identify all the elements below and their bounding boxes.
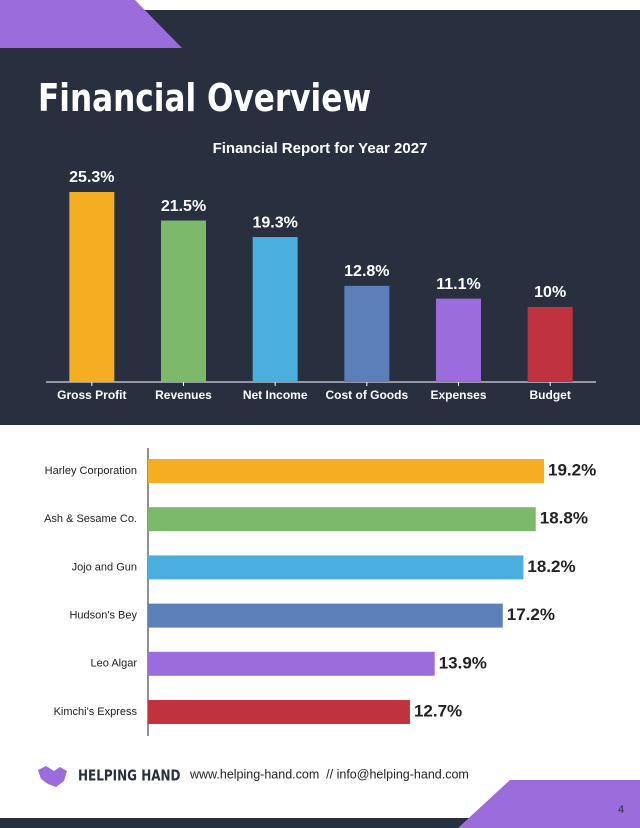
y-tick-label: Ash & Sesame Co.	[44, 513, 137, 525]
footer-strip	[0, 818, 640, 828]
corner-accent	[0, 0, 182, 48]
bar	[148, 555, 524, 580]
x-tick-label: Net Income	[243, 388, 308, 402]
y-tick-label: Kimchi's Express	[54, 706, 138, 718]
value-label: 18.2%	[527, 557, 575, 576]
bar	[252, 237, 298, 382]
value-label: 17.2%	[507, 605, 555, 624]
logo-icon	[38, 766, 67, 787]
x-tick-label: Expenses	[430, 388, 486, 402]
bar	[148, 507, 536, 532]
value-label: 19.3%	[252, 214, 297, 231]
bar	[148, 459, 544, 483]
value-label: 10%	[534, 284, 566, 301]
bar	[69, 192, 115, 382]
contact: www.helping-hand.com // info@helping-han…	[189, 767, 469, 781]
value-label: 18.8%	[540, 509, 588, 528]
bar	[527, 306, 573, 382]
x-tick-label: Gross Profit	[57, 388, 126, 402]
value-label: 12.7%	[414, 701, 462, 720]
bar	[344, 285, 390, 382]
value-label: 12.8%	[344, 263, 389, 280]
bar	[148, 603, 503, 628]
brand: HELPING HAND	[78, 767, 181, 785]
x-tick-label: Revenues	[155, 388, 212, 402]
value-label: 13.9%	[439, 653, 487, 672]
bar	[148, 700, 410, 724]
bar	[436, 298, 481, 382]
x-tick-label: Cost of Goods	[325, 388, 408, 402]
y-tick-label: Hudson's Bey	[69, 610, 137, 622]
chart-title: Financial Report for Year 2027	[213, 140, 428, 157]
bar	[161, 220, 206, 382]
corner-accent	[458, 780, 640, 828]
page-number: 4	[618, 804, 624, 816]
y-tick-label: Harley Corporation	[45, 465, 137, 477]
bar	[148, 651, 435, 676]
value-label: 25.3%	[69, 169, 114, 186]
value-label: 21.5%	[161, 198, 206, 215]
x-tick-label: Budget	[530, 388, 571, 402]
page-title: Financial Overview	[38, 77, 371, 121]
y-tick-label: Leo Algar	[91, 658, 138, 670]
value-label: 19.2%	[548, 460, 596, 479]
y-tick-label: Jojo and Gun	[72, 561, 137, 573]
value-label: 11.1%	[436, 276, 480, 293]
